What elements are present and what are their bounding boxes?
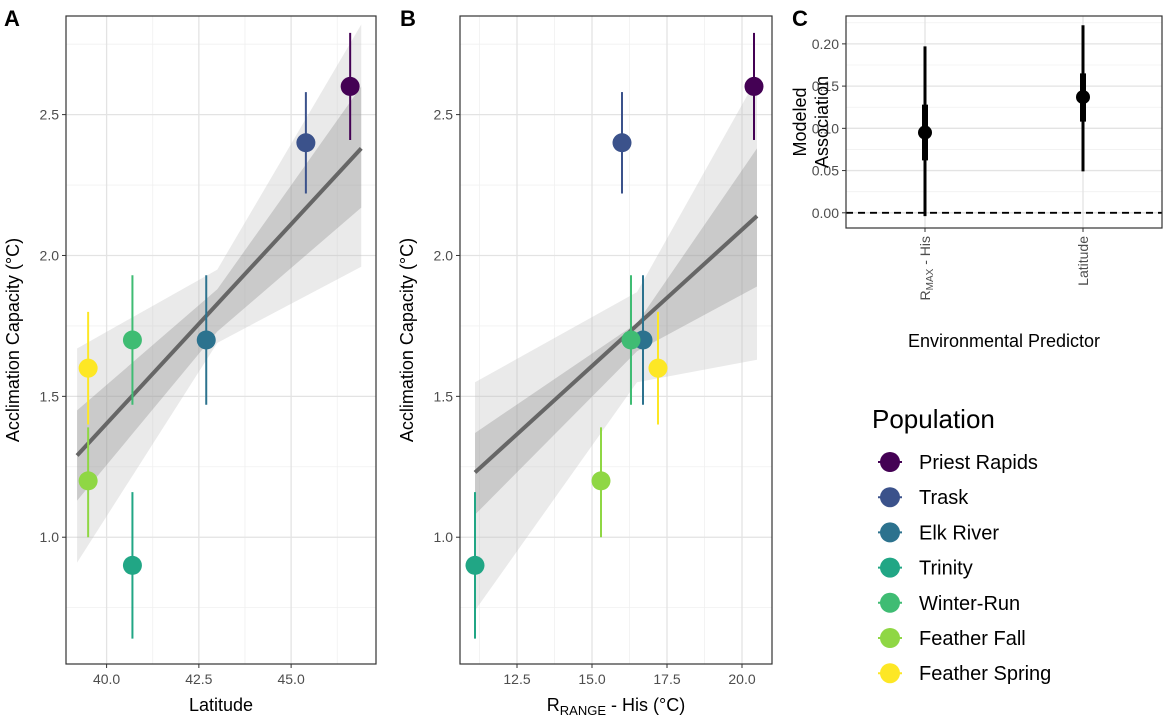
- data-point: [122, 555, 142, 575]
- confidence-band-outer: [77, 24, 362, 563]
- legend-key-swatch: [880, 557, 900, 578]
- x-tick-label: 17.5: [653, 671, 680, 687]
- panel-tag: C: [792, 6, 808, 31]
- x-tick-label: 42.5: [185, 671, 212, 687]
- estimate-point: [1076, 90, 1090, 105]
- data-point: [612, 133, 632, 153]
- legend-item-label: Trask: [919, 487, 969, 509]
- x-tick-label: Latitude: [1075, 236, 1091, 286]
- legend-key-swatch: [880, 522, 900, 543]
- legend-item-label: Trinity: [919, 558, 973, 580]
- y-axis-title: Acclimation Capacity (°C): [3, 238, 23, 442]
- legend-item-label: Priest Rapids: [919, 452, 1038, 474]
- y-tick-label: 0.20: [812, 36, 839, 52]
- panel-border: [845, 15, 1163, 229]
- plot-background: [66, 16, 376, 664]
- y-tick-label: 1.0: [40, 529, 60, 545]
- data-point: [196, 330, 216, 350]
- legend-item-label: Winter-Run: [919, 593, 1020, 615]
- x-tick-label-rest: - His: [917, 236, 933, 269]
- x-tick-label-subscript: MAX: [925, 268, 936, 290]
- x-tick-label: 12.5: [503, 671, 530, 687]
- confidence-band-inner: [475, 148, 757, 515]
- panel-border: [459, 15, 773, 665]
- data-point: [78, 471, 98, 491]
- legend-key-swatch: [880, 452, 900, 472]
- y-tick-label: 0.10: [812, 120, 839, 136]
- panel-a: 40.0 42.5 45.0 1.0 1.5 2.0 2.5 Latitude Acclimat…: [3, 6, 377, 715]
- legend-key-swatch: [880, 663, 900, 684]
- plot-background: [460, 16, 772, 664]
- y-tick-label: 1.5: [434, 388, 454, 404]
- y-tick-label: 1.0: [434, 529, 454, 545]
- legend-key-swatch: [880, 487, 900, 508]
- x-tick-label: 15.0: [578, 671, 605, 687]
- x-tick-label: RMAX - His: [917, 236, 936, 300]
- data-point: [744, 76, 764, 96]
- regression-line: [473, 214, 759, 474]
- y-tick-label: 0.00: [812, 205, 839, 221]
- legend-item-label: Feather Fall: [919, 628, 1026, 650]
- y-tick-label: 1.5: [40, 388, 60, 404]
- data-point: [340, 76, 360, 96]
- x-tick-label: 40.0: [93, 671, 120, 687]
- legend-key-swatch: [880, 592, 900, 613]
- data-point: [78, 358, 98, 378]
- y-axis-title-line1: Modeled: [790, 87, 810, 156]
- y-tick-label: 2.5: [40, 107, 60, 123]
- panel-tag: B: [400, 6, 416, 31]
- plot-background: [846, 16, 1162, 228]
- panel-border: [65, 15, 377, 665]
- x-axis-title-main: R: [547, 695, 560, 715]
- x-tick-label-main: Latitude: [1075, 236, 1091, 286]
- y-tick-label: 2.0: [40, 247, 60, 263]
- x-axis-title-subscript: RANGE: [560, 703, 607, 718]
- data-point: [621, 330, 641, 350]
- x-tick-label: 45.0: [277, 671, 304, 687]
- estimate-point: [918, 125, 932, 140]
- x-axis-title-rest: - His (°C): [606, 695, 685, 715]
- x-tick-label: 20.0: [728, 671, 755, 687]
- legend-item-label: Elk River: [919, 522, 999, 544]
- legend-key-swatch: [880, 628, 900, 648]
- x-tick-label-main: R: [917, 290, 933, 300]
- x-axis-title: Environmental Predictor: [908, 331, 1100, 351]
- y-tick-label: 0.15: [812, 78, 839, 94]
- panel-c: 0.00 0.05 0.10 0.15 0.20 RMAX - His Latitude En…: [790, 6, 1163, 351]
- legend-title: Population: [872, 404, 995, 434]
- y-tick-label: 2.0: [434, 247, 454, 263]
- panel-tag: A: [4, 6, 20, 31]
- y-tick-label: 0.05: [812, 163, 839, 179]
- y-tick-label: 2.5: [434, 107, 454, 123]
- confidence-band-inner: [77, 86, 362, 501]
- data-point: [465, 555, 485, 575]
- panel-b: 12.5 15.0 17.5 20.0 1.0 1.5 2.0 2.5 RRANGE - His…: [397, 6, 773, 718]
- regression-line: [75, 147, 363, 457]
- data-point: [591, 471, 611, 491]
- legend-item-label: Feather Spring: [919, 663, 1051, 685]
- x-axis-title: RRANGE - His (°C): [547, 695, 685, 718]
- data-point: [648, 358, 668, 378]
- data-point: [296, 133, 316, 153]
- y-axis-title: Acclimation Capacity (°C): [397, 238, 417, 442]
- x-axis-title: Latitude: [189, 695, 253, 715]
- data-point: [122, 330, 142, 350]
- y-axis-title-line2: Association: [812, 76, 832, 168]
- legend: Population Priest Rapids Trask Elk River Tri…: [872, 404, 1051, 685]
